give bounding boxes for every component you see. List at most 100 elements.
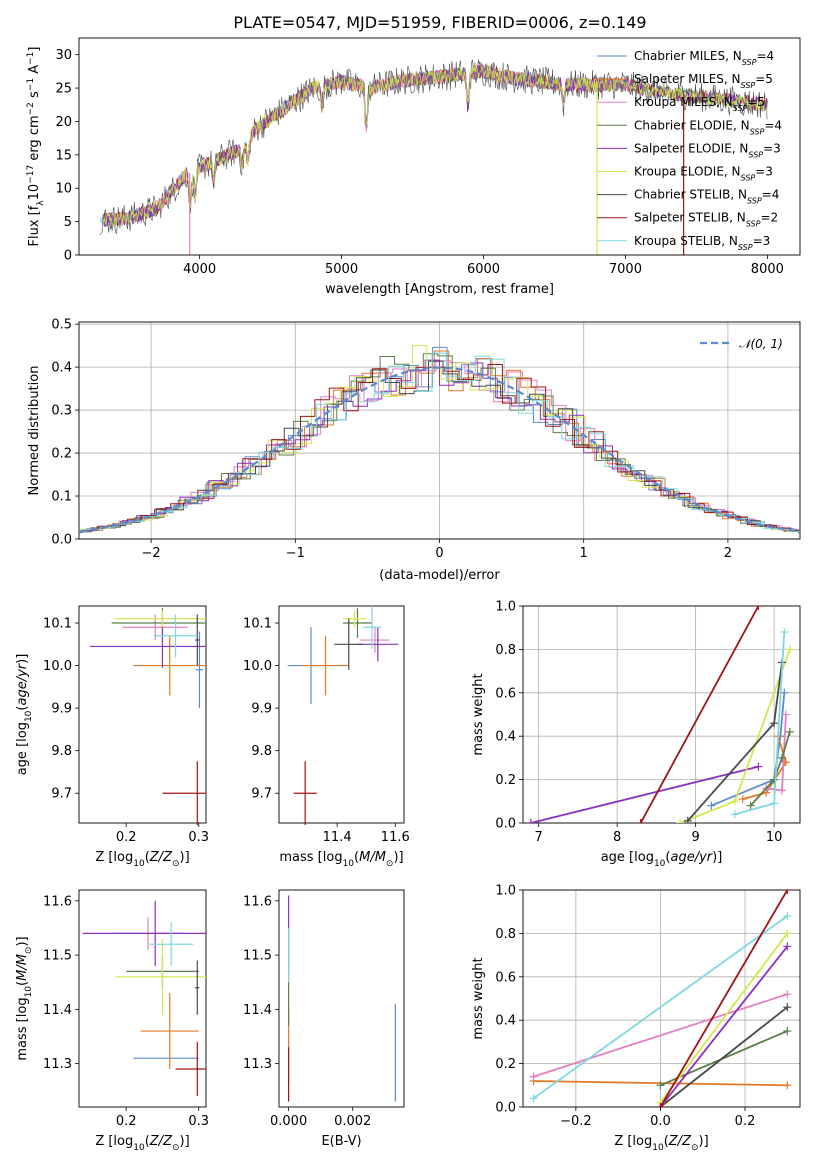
mass-age-panel: 11.4 11.6 9.7 9.8 9.9 10.0 10.1 mass [log10(M/M…: [243, 605, 410, 869]
label-part: 10: [133, 1143, 145, 1153]
label-part: M/M: [359, 850, 386, 865]
axes-frame: [78, 889, 207, 1108]
x-axis-label: age [log10(age/yr)]: [601, 850, 723, 869]
label-part: Z/Z: [149, 1134, 173, 1149]
legend-sub: SSP: [750, 127, 765, 136]
hist-series-2: [79, 360, 800, 533]
hist-series-8: [79, 352, 800, 532]
x-tick-label: 9: [691, 830, 699, 845]
x-axis-label: E(B-V): [321, 1134, 361, 1149]
legend-label: Chabrier MILES, NSSP=4: [634, 49, 774, 67]
x-axis-label: (data-model)/error: [379, 568, 500, 583]
spectrum-series-1: [102, 64, 633, 226]
legend-text: =5: [755, 72, 773, 86]
chart-title: PLATE=0547, MJD=51959, FIBERID=0006, z=0…: [233, 13, 646, 32]
legend-text: =2: [760, 211, 778, 225]
label-part: M/M: [15, 954, 30, 981]
label-part: 10: [27, 184, 42, 201]
weight-lines: [526, 606, 794, 823]
normal-curve: [78, 366, 801, 533]
label-part: age/yr: [15, 662, 30, 705]
label-part: (: [354, 850, 359, 865]
x-tick-label: −1: [286, 546, 305, 561]
label-part: A: [27, 65, 42, 78]
legend-sub: SSP: [747, 196, 762, 205]
label-part: 10: [654, 859, 666, 869]
legend-sub: SSP: [741, 81, 756, 90]
label-part: −1: [26, 78, 36, 91]
legend-text: Salpeter ELODIE, N: [634, 141, 748, 155]
axes-frame: [278, 605, 405, 824]
legend-text: =5: [747, 95, 765, 109]
y-tick-label: 0.0: [495, 817, 516, 832]
y-tick-label: 0.6: [495, 686, 516, 701]
label-part: ⊙: [691, 1143, 699, 1153]
y-tick-label: 9.7: [51, 787, 72, 802]
weight-line-7: [639, 606, 760, 823]
y-tick-label: 30: [55, 48, 72, 63]
label-part: )]: [15, 936, 30, 946]
y-tick-label: 0.0: [51, 533, 72, 548]
y-axis-label: mass [log10(M/M⊙)]: [15, 936, 34, 1060]
label-part: Z/Z: [668, 1134, 692, 1149]
weight-line-6: [659, 1006, 788, 1107]
axes-frame: [522, 605, 801, 824]
label-part: ⊙: [172, 1143, 180, 1153]
label-part: age/yr: [670, 850, 713, 865]
y-tick-label: 0.3: [51, 404, 72, 419]
hist-series-0: [79, 346, 800, 533]
y-tick-label: 11.4: [243, 1003, 272, 1018]
label-part: mass [log: [279, 850, 342, 865]
label-part: Z [log: [95, 1134, 133, 1149]
label-part: (: [145, 1134, 150, 1149]
label-part: )]: [393, 850, 403, 865]
legend-text: =4: [756, 49, 774, 63]
label-part: s: [27, 91, 42, 102]
y-tick-label: 20: [55, 115, 72, 130]
label-part: 10: [652, 1143, 664, 1153]
weight-lines: [529, 890, 792, 1107]
x-tick-label: 4000: [183, 262, 216, 277]
label-part: (: [15, 706, 30, 711]
label-part: )]: [15, 654, 30, 664]
x-tick-label: 1: [580, 546, 588, 561]
legend-text: Salpeter STELIB, N: [634, 211, 746, 225]
y-tick-label: 25: [55, 82, 72, 97]
legend-sub: SSP: [733, 104, 748, 113]
axes-frame: [78, 37, 801, 256]
y-tick-label: 11.6: [43, 894, 72, 909]
legend-sub: SSP: [746, 219, 761, 228]
y-tick-label: 9.8: [251, 744, 272, 759]
y-tick-label: 9.9: [51, 702, 72, 717]
y-tick-label: 10.1: [43, 617, 72, 632]
y-axis-label: age [log10(age/yr)]: [15, 654, 34, 776]
histograms: [79, 345, 800, 534]
spectrum-series-5: [102, 65, 768, 228]
label-part: E(B-V): [321, 1134, 361, 1149]
y-tick-label: 0.8: [495, 927, 516, 942]
x-tick-label: 0.3: [188, 830, 209, 845]
legend-sub: SSP: [741, 173, 756, 182]
legend-text: Chabrier MILES, N: [634, 49, 742, 63]
spectrum-panel: 4000 5000 6000 7000 8000 0 5 10 15 20 25 30 waveleng…: [26, 37, 801, 297]
label-part: ⊙: [24, 947, 34, 955]
legend-label: Salpeter MILES, NSSP=5: [634, 72, 773, 90]
label-part: erg cm: [27, 115, 42, 164]
weight-line-2: [533, 993, 788, 1078]
x-tick-label: 0.0: [650, 1114, 671, 1129]
legend-text: Chabrier ELODIE, N: [634, 118, 750, 132]
y-tick-label: 0.8: [495, 643, 516, 658]
y-tick-label: 10: [55, 182, 72, 197]
x-tick-label: 0.000: [270, 1114, 307, 1129]
label-part: 10: [24, 710, 34, 722]
y-tick-label: 9.8: [51, 744, 72, 759]
legend-label: Kroupa ELODIE, NSSP=3: [634, 165, 773, 183]
legend-sub: SSP: [748, 150, 763, 159]
x-tick-label: 0.2: [116, 1114, 137, 1129]
legend-sub: SSP: [738, 242, 753, 251]
x-tick-label: 0: [435, 546, 443, 561]
legend-label: Kroupa MILES, NSSP=5: [634, 95, 765, 113]
y-axis-label: mass weight: [471, 673, 486, 755]
